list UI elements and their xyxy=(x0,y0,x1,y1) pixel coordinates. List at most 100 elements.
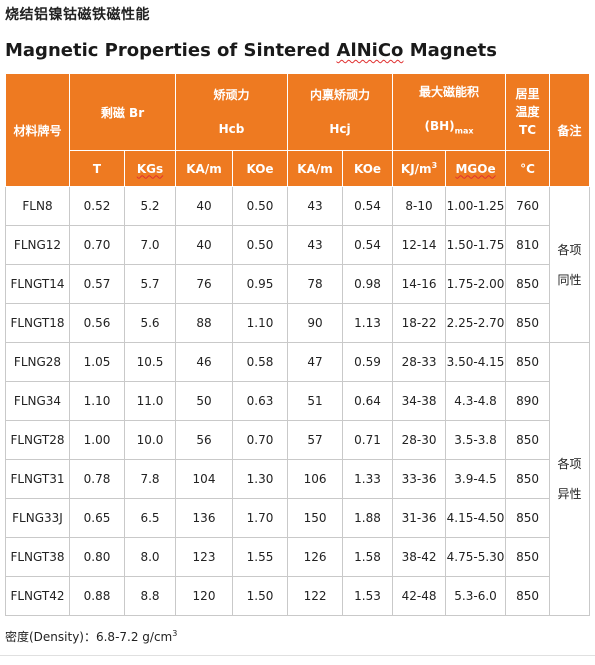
cell-br-kgs: 11.0 xyxy=(124,381,176,421)
table-row: FLNG12 0.70 7.0 40 0.50 43 0.54 12-14 1.50-1.75 8… xyxy=(5,225,590,265)
cell-hcj-kam: 43 xyxy=(287,186,344,226)
cell-br-t: 0.56 xyxy=(69,303,125,343)
cell-grade: FLNGT31 xyxy=(5,459,70,499)
cell-bh-kjm3: 34-38 xyxy=(392,381,447,421)
cell-tc: 850 xyxy=(505,459,551,499)
unit-mgoe: MGOe xyxy=(445,150,507,187)
cell-hcb-kam: 136 xyxy=(175,498,233,538)
cell-bh-kjm3: 8-10 xyxy=(392,186,447,226)
table-row: FLNGT31 0.78 7.8 104 1.30 106 1.33 33-36 3.9-4.5… xyxy=(5,459,590,499)
unit-hcj-koe: KOe xyxy=(342,150,394,187)
remark-line: 各项 xyxy=(557,457,582,471)
title-en-prefix: Magnetic Properties of Sintered xyxy=(5,40,337,61)
cell-br-t: 0.52 xyxy=(69,186,125,226)
unit-kgs-text: KGs xyxy=(136,161,164,176)
cell-hcb-kam: 76 xyxy=(175,264,233,304)
page-title-en: Magnetic Properties of Sintered AlNiCo M… xyxy=(5,40,497,61)
cell-br-kgs: 7.0 xyxy=(124,225,176,265)
cell-br-t: 0.78 xyxy=(69,459,125,499)
cell-hcb-koe: 0.50 xyxy=(231,186,289,226)
cell-bh-kjm3: 18-22 xyxy=(392,303,447,343)
cell-hcb-koe: 1.30 xyxy=(231,459,289,499)
cell-bh-mgoe: 3.50-4.15 xyxy=(445,342,507,382)
cell-tc: 850 xyxy=(505,576,551,616)
cell-grade: FLN8 xyxy=(5,186,70,226)
cell-grade: FLNGT38 xyxy=(5,537,70,577)
unit-kjm3: KJ/m3 xyxy=(392,150,447,187)
cell-bh-mgoe: 1.75-2.00 xyxy=(445,264,507,304)
header-tc-symbol: TC xyxy=(519,123,537,137)
cell-br-t: 0.88 xyxy=(69,576,125,616)
cell-bh-mgoe: 5.3-6.0 xyxy=(445,576,507,616)
cell-hcb-kam: 88 xyxy=(175,303,233,343)
table-row: FLNGT14 0.57 5.7 76 0.95 78 0.98 14-16 1.75-2.00… xyxy=(5,264,590,304)
cell-tc: 850 xyxy=(505,264,551,304)
unit-kjm3-sup: 3 xyxy=(431,161,438,170)
cell-grade: FLNGT28 xyxy=(5,420,70,460)
cell-br-t: 0.57 xyxy=(69,264,125,304)
cell-hcj-kam: 47 xyxy=(287,342,344,382)
cell-tc: 850 xyxy=(505,498,551,538)
cell-br-t: 1.05 xyxy=(69,342,125,382)
cell-hcb-kam: 50 xyxy=(175,381,233,421)
table-row: FLNGT42 0.88 8.8 120 1.50 122 1.53 42-48 5.3-6.0… xyxy=(5,576,590,616)
cell-br-kgs: 7.8 xyxy=(124,459,176,499)
cell-grade: FLNGT42 xyxy=(5,576,70,616)
header-hcb: 矫顽力 Hcb xyxy=(174,73,289,151)
unit-kgs: KGs xyxy=(124,150,176,187)
cell-hcb-kam: 40 xyxy=(175,225,233,265)
cell-br-kgs: 10.5 xyxy=(124,342,176,382)
table-row: FLNG28 1.05 10.5 46 0.58 47 0.59 28-33 3.50-4.15… xyxy=(5,342,591,616)
cell-bh-kjm3: 33-36 xyxy=(392,459,447,499)
density-sup: 3 xyxy=(172,629,178,638)
unit-mgoe-text: MGOe xyxy=(455,161,496,176)
cell-bh-mgoe: 4.75-5.30 xyxy=(445,537,507,577)
unit-hcj-kam: KA/m xyxy=(287,150,344,187)
cell-hcj-koe: 1.13 xyxy=(342,303,394,343)
page-title-cn: 烧结铝镍钴磁铁磁性能 xyxy=(5,7,150,23)
cell-br-kgs: 5.6 xyxy=(124,303,176,343)
cell-grade: FLNG33J xyxy=(5,498,70,538)
cell-hcj-koe: 1.53 xyxy=(342,576,394,616)
header-remark: 备注 xyxy=(549,73,591,187)
cell-grade: FLNGT18 xyxy=(5,303,70,343)
table-row: FLNG33J 0.65 6.5 136 1.70 150 1.88 31-36 4.15-4.… xyxy=(5,498,590,538)
cell-hcj-koe: 0.54 xyxy=(342,225,394,265)
cell-hcj-kam: 122 xyxy=(287,576,344,616)
cell-hcj-kam: 106 xyxy=(287,459,344,499)
cell-bh-kjm3: 42-48 xyxy=(392,576,447,616)
table-row: FLNGT38 0.80 8.0 123 1.55 126 1.58 38-42 4.75-5.… xyxy=(5,537,590,577)
remark-anisotropic: 各项 异性 xyxy=(549,342,591,616)
cell-hcj-koe: 0.54 xyxy=(342,186,394,226)
cell-hcb-kam: 123 xyxy=(175,537,233,577)
bh-text: (BH) xyxy=(424,119,455,134)
cell-bh-kjm3: 28-30 xyxy=(392,420,447,460)
cell-hcb-kam: 40 xyxy=(175,186,233,226)
cell-br-t: 0.80 xyxy=(69,537,125,577)
cell-hcb-koe: 1.55 xyxy=(231,537,289,577)
header-bhmax-symbol: (BH)max xyxy=(393,117,505,140)
cell-bh-mgoe: 3.9-4.5 xyxy=(445,459,507,499)
cell-bh-kjm3: 14-16 xyxy=(392,264,447,304)
table-row: FLNGT28 1.00 10.0 56 0.70 57 0.71 28-30 3.5-3.8 8… xyxy=(5,420,590,460)
cell-br-t: 1.10 xyxy=(69,381,125,421)
header-tc-cn1: 居里 xyxy=(515,87,540,101)
title-en-suffix: Magnets xyxy=(403,40,497,61)
cell-hcj-kam: 150 xyxy=(287,498,344,538)
header-hcb-symbol: Hcb xyxy=(218,122,245,136)
cell-hcb-kam: 120 xyxy=(175,576,233,616)
cell-hcj-kam: 78 xyxy=(287,264,344,304)
header-bhmax-cn: 最大磁能积 xyxy=(419,85,480,100)
remark-line: 各项 xyxy=(557,242,582,257)
cell-hcb-kam: 46 xyxy=(175,342,233,382)
cell-hcb-kam: 104 xyxy=(175,459,233,499)
cell-bh-mgoe: 4.3-4.8 xyxy=(445,381,507,421)
density-text: 密度(Density)：6.8-7.2 g/cm xyxy=(5,630,173,644)
cell-tc: 810 xyxy=(505,225,551,265)
header-hcj: 内禀矫顽力 Hcj xyxy=(287,73,394,151)
cell-grade: FLNG28 xyxy=(5,342,70,382)
cell-hcj-koe: 1.88 xyxy=(342,498,394,538)
cell-tc: 850 xyxy=(505,303,551,343)
cell-hcj-koe: 0.98 xyxy=(342,264,394,304)
cell-br-kgs: 5.7 xyxy=(124,264,176,304)
